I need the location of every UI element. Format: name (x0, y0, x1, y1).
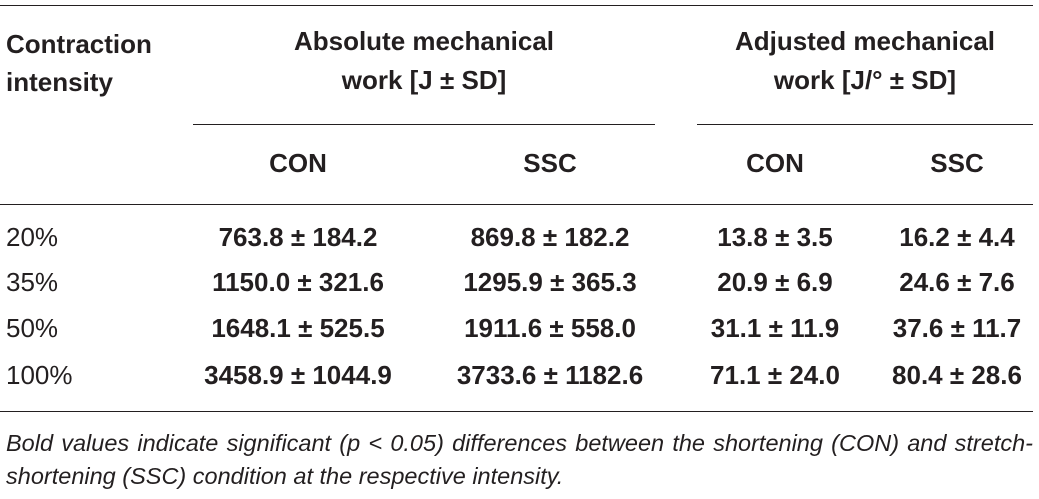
subheader-absolute-con: CON (269, 148, 327, 178)
header-contraction-intensity: Contraction intensity (6, 25, 196, 101)
header-absolute-line2: work [J ± SD] (341, 65, 507, 95)
row-intensity-label: 20% (6, 222, 59, 252)
row-intensity-label: 35% (6, 267, 59, 297)
cell-abs-con: 1150.0 ± 321.6 (212, 267, 384, 297)
row-intensity-label: 50% (6, 313, 59, 343)
cell-adj-con: 31.1 ± 11.9 (710, 313, 840, 343)
header-intensity-line2: intensity (6, 67, 113, 97)
header-adjusted-work: Adjusted mechanical work [J/° ± SD] (697, 22, 1033, 100)
subheader-absolute-ssc: SSC (523, 148, 577, 178)
header-adjusted-underline (697, 124, 1033, 125)
cell-abs-con: 1648.1 ± 525.5 (211, 313, 385, 343)
cell-adj-con: 13.8 ± 3.5 (717, 222, 833, 252)
subheader-adjusted-con: CON (746, 148, 804, 178)
cell-abs-ssc: 3733.6 ± 1182.6 (456, 360, 644, 390)
cell-abs-con: 3458.9 ± 1044.9 (204, 360, 392, 390)
table-top-rule (0, 5, 1033, 6)
header-absolute-line1: Absolute mechanical (293, 26, 555, 56)
cell-adj-con: 71.1 ± 24.0 (710, 360, 840, 390)
subheader-adjusted-ssc: SSC (930, 148, 984, 178)
cell-abs-con: 763.8 ± 184.2 (218, 222, 378, 252)
header-adjusted-line2: work [J/° ± SD] (773, 65, 957, 95)
cell-adj-ssc: 24.6 ± 7.6 (899, 267, 1015, 297)
table-bottom-rule (0, 411, 1033, 412)
cell-abs-ssc: 1295.9 ± 365.3 (463, 267, 637, 297)
header-bottom-rule (0, 204, 1033, 205)
cell-adj-con: 20.9 ± 6.9 (717, 267, 833, 297)
cell-abs-ssc: 1911.6 ± 558.0 (464, 313, 636, 343)
header-adjusted-line1: Adjusted mechanical (734, 26, 996, 56)
table-footnote: Bold values indicate significant (p < 0.… (6, 430, 1033, 489)
header-absolute-work: Absolute mechanical work [J ± SD] (193, 22, 655, 100)
header-intensity-line1: Contraction (6, 29, 152, 59)
cell-adj-ssc: 80.4 ± 28.6 (892, 360, 1022, 390)
cell-adj-ssc: 16.2 ± 4.4 (899, 222, 1015, 252)
header-absolute-underline (193, 124, 655, 125)
cell-abs-ssc: 869.8 ± 182.2 (470, 222, 630, 252)
cell-adj-ssc: 37.6 ± 11.7 (892, 313, 1022, 343)
row-intensity-label: 100% (6, 360, 73, 390)
